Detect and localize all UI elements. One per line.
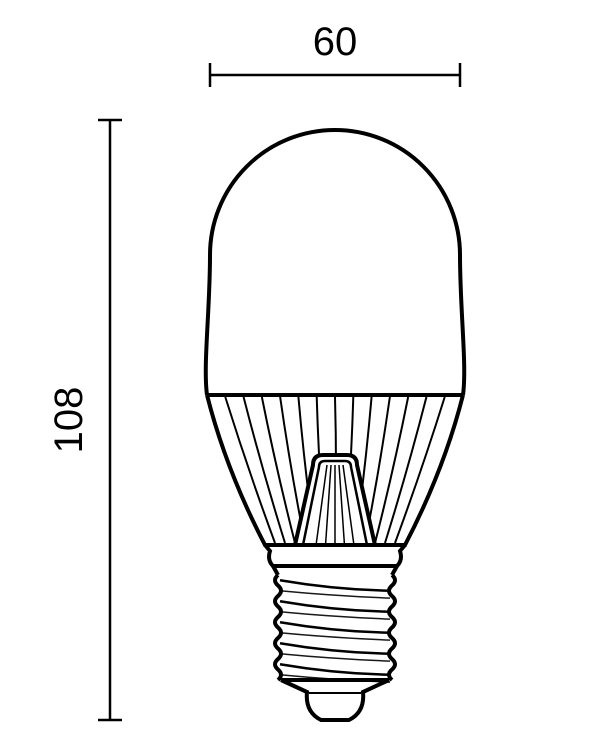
- thread-turn: [280, 591, 390, 598]
- bulb-globe: [206, 130, 464, 395]
- height-dimension-text: 108: [47, 387, 91, 454]
- width-dimension-text: 60: [313, 20, 358, 64]
- thread-turn: [280, 601, 390, 612]
- contact-tip: [281, 680, 389, 720]
- thread-turn: [280, 633, 390, 640]
- bulb-drawing: [206, 130, 464, 720]
- thread-turn: [280, 643, 390, 654]
- thread-turn: [280, 664, 390, 675]
- thread-turn: [280, 622, 390, 633]
- thread-turn: [280, 654, 390, 661]
- collar: [265, 545, 405, 566]
- thread-turn: [280, 612, 390, 619]
- thread-turn: [280, 580, 390, 591]
